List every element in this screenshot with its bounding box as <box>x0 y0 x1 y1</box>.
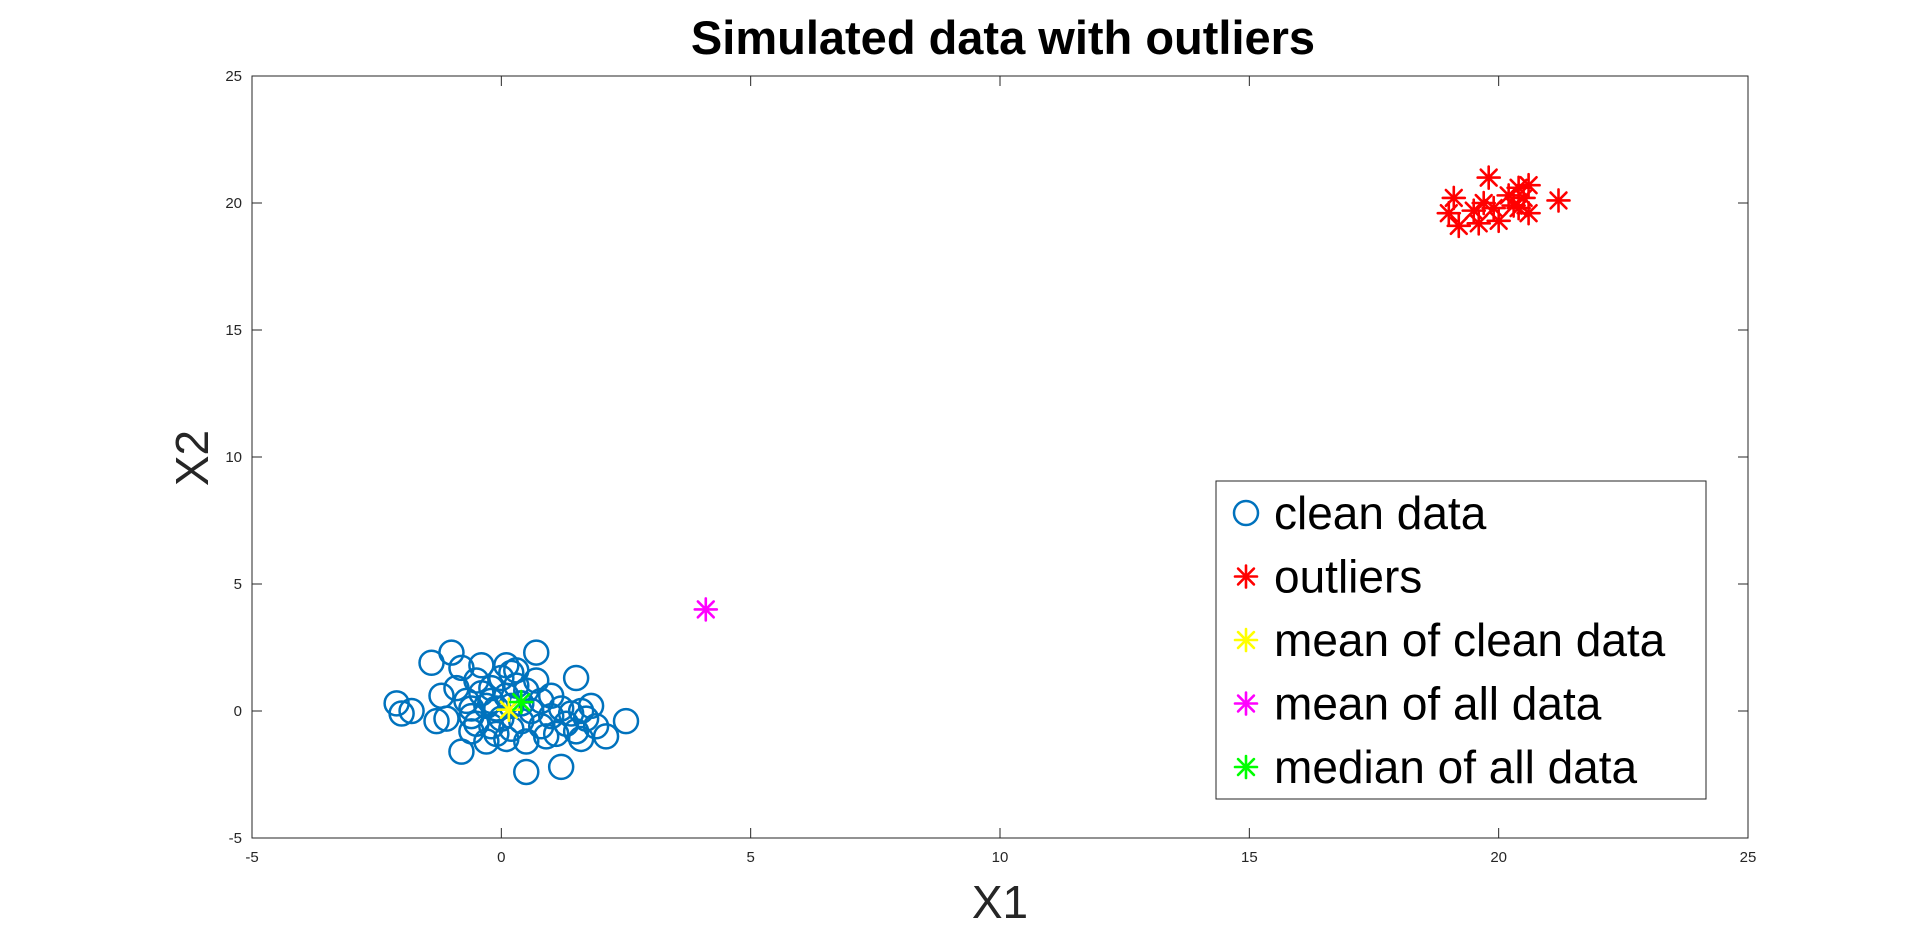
outliers-point <box>1476 165 1501 190</box>
clean-data-point <box>513 758 540 786</box>
x-tick-label: 0 <box>497 849 505 866</box>
legend: clean data outliers mean of clean data mean… <box>1215 480 1707 800</box>
y-axis-label: X2 <box>166 430 218 486</box>
outliers-point <box>1486 208 1511 234</box>
legend-outliers-marker <box>1233 564 1259 589</box>
outliers-point <box>1441 185 1467 211</box>
outliers-point <box>1436 200 1462 226</box>
legend-mean-of-all-data-label: mean of all data <box>1274 678 1602 730</box>
x-tick-label: 15 <box>1241 849 1258 866</box>
clean-data-point <box>582 712 610 740</box>
legend-median-of-all-data-label: median of all data <box>1274 741 1638 793</box>
legend-box <box>1215 480 1707 800</box>
y-axis: -5 0 5 10 15 20 25 <box>225 68 1748 847</box>
mean-of-clean-data-point <box>496 697 522 723</box>
y-tick-label: 20 <box>225 195 242 212</box>
clean-data-point <box>423 707 450 735</box>
x-tick-label: -5 <box>245 849 258 866</box>
legend-mean-of-all-data-marker <box>1233 691 1259 716</box>
clean-data-point <box>612 707 640 735</box>
mean-of-all-data-point <box>693 597 719 622</box>
x-axis-label: X1 <box>972 876 1028 928</box>
clean-data-point <box>522 639 550 666</box>
legend-clean-data-marker <box>1232 499 1260 527</box>
y-tick-label: -5 <box>229 830 242 847</box>
x-tick-label: 5 <box>746 849 754 866</box>
clean-data-point <box>438 639 465 666</box>
y-tick-label: 0 <box>234 703 242 720</box>
x-tick-label: 10 <box>992 849 1009 866</box>
median-of-all-data-point <box>508 689 534 715</box>
clean-data-point <box>513 728 540 755</box>
outliers-point <box>1446 213 1472 239</box>
x-axis: -5 0 5 10 15 20 25 <box>245 76 1756 866</box>
y-tick-label: 5 <box>234 576 242 593</box>
clean-data-point <box>522 667 550 694</box>
outliers-point <box>1466 211 1492 236</box>
y-tick-label: 10 <box>225 449 242 466</box>
legend-clean-data-label: clean data <box>1274 487 1487 539</box>
clean-data-point <box>542 720 570 748</box>
outliers-point <box>1506 195 1531 221</box>
legend-mean-of-clean-data-marker <box>1233 627 1259 653</box>
clean-data-point <box>398 697 425 725</box>
x-tick-label: 20 <box>1490 849 1507 866</box>
legend-median-of-all-data-marker <box>1233 754 1259 780</box>
clean-data-point <box>388 700 415 727</box>
chart-title: Simulated data with outliers <box>691 11 1315 64</box>
clean-data-point <box>532 723 560 750</box>
clean-data-point <box>547 753 575 781</box>
legend-mean-of-clean-data-label: mean of clean data <box>1274 614 1666 666</box>
outliers-point <box>1546 188 1571 213</box>
clean-data-point <box>592 723 620 750</box>
y-tick-label: 25 <box>225 68 242 85</box>
y-tick-label: 15 <box>225 322 242 339</box>
legend-outliers-label: outliers <box>1274 551 1422 603</box>
outliers-point <box>1516 172 1541 198</box>
clean-data-point <box>577 692 605 720</box>
data-points <box>383 165 1571 786</box>
clean-data-point <box>562 664 590 692</box>
x-tick-label: 25 <box>1740 849 1757 866</box>
clean-data-point <box>498 659 525 687</box>
clean-data-point <box>458 702 485 730</box>
